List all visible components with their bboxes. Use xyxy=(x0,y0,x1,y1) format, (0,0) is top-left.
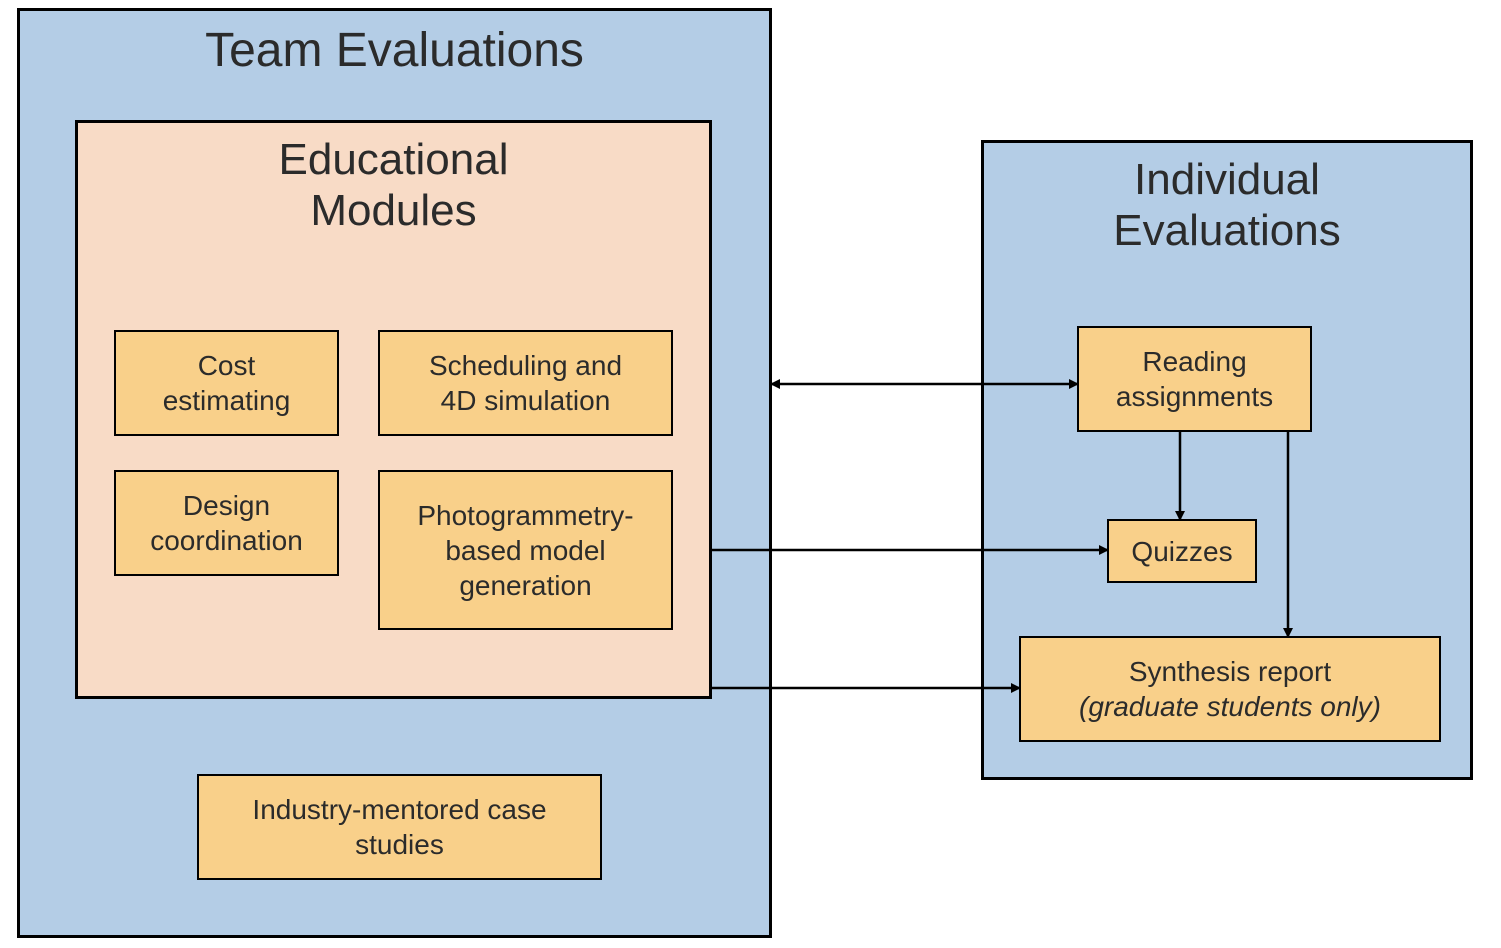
mod0-l1: Cost xyxy=(198,350,256,381)
mod0-l2: estimating xyxy=(163,385,291,416)
reading-l2: assignments xyxy=(1116,381,1273,412)
synth-l2: (graduate students only) xyxy=(1079,691,1381,722)
case-l2: studies xyxy=(355,829,444,860)
module-scheduling-4d: Scheduling and 4D simulation xyxy=(378,330,673,436)
synthesis-report-box: Synthesis report (graduate students only… xyxy=(1019,636,1441,742)
individual-evaluations-title: Individual Evaluations xyxy=(1103,143,1350,262)
diagram-canvas: Team Evaluations Educational Modules Cos… xyxy=(0,0,1501,948)
mod3-l1: Photogrammetry- xyxy=(417,500,633,531)
edu-title-line2: Modules xyxy=(310,186,476,235)
mod1-l1: Scheduling and xyxy=(429,350,622,381)
case-l1: Industry-mentored case xyxy=(252,794,546,825)
quizzes-box: Quizzes xyxy=(1107,519,1257,583)
educational-modules-title: Educational Modules xyxy=(269,123,519,242)
indiv-title-l2: Evaluations xyxy=(1113,206,1340,255)
mod3-l3: generation xyxy=(459,570,591,601)
case-studies-box: Industry-mentored case studies xyxy=(197,774,602,880)
mod2-l1: Design xyxy=(183,490,270,521)
reading-assignments-box: Reading assignments xyxy=(1077,326,1312,432)
module-photogrammetry: Photogrammetry- based model generation xyxy=(378,470,673,630)
module-cost-estimating: Cost estimating xyxy=(114,330,339,436)
mod3-l2: based model xyxy=(445,535,605,566)
mod2-l2: coordination xyxy=(150,525,303,556)
mod1-l2: 4D simulation xyxy=(441,385,611,416)
reading-l1: Reading xyxy=(1142,346,1246,377)
synth-l1: Synthesis report xyxy=(1129,656,1331,687)
quizzes-label: Quizzes xyxy=(1131,534,1232,569)
module-design-coordination: Design coordination xyxy=(114,470,339,576)
edu-title-line1: Educational xyxy=(279,135,509,184)
team-evaluations-title: Team Evaluations xyxy=(195,11,594,84)
indiv-title-l1: Individual xyxy=(1134,155,1320,204)
